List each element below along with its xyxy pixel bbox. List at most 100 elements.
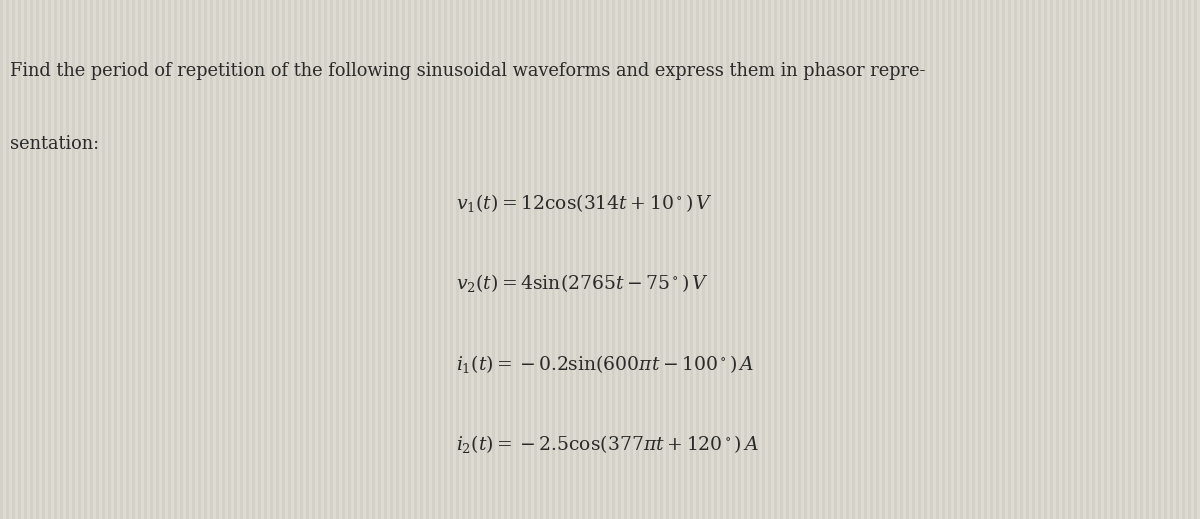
Bar <box>854 0 858 519</box>
Bar <box>784 0 786 519</box>
Bar <box>216 0 220 519</box>
Bar <box>966 0 970 519</box>
Bar <box>1154 0 1158 519</box>
Bar <box>900 0 902 519</box>
Bar <box>726 0 730 519</box>
Bar <box>256 0 258 519</box>
Bar <box>126 0 130 519</box>
Bar <box>994 0 996 519</box>
Bar <box>580 0 582 519</box>
Bar <box>198 0 202 519</box>
Bar <box>528 0 530 519</box>
Bar <box>582 0 586 519</box>
Bar <box>508 0 510 519</box>
Bar <box>34 0 36 519</box>
Bar <box>318 0 322 519</box>
Text: Find the period of repetition of the following sinusoidal waveforms and express : Find the period of repetition of the fol… <box>10 62 925 80</box>
Bar <box>658 0 660 519</box>
Bar <box>470 0 474 519</box>
Bar <box>1068 0 1072 519</box>
Bar <box>474 0 478 519</box>
Bar <box>114 0 118 519</box>
Bar <box>108 0 112 519</box>
Bar <box>442 0 444 519</box>
Bar <box>642 0 646 519</box>
Bar <box>1014 0 1018 519</box>
Bar <box>1002 0 1006 519</box>
Text: $v_1(t) = 12\cos(314t + 10^\circ)\,V$: $v_1(t) = 12\cos(314t + 10^\circ)\,V$ <box>456 192 713 214</box>
Bar <box>1042 0 1044 519</box>
Bar <box>796 0 798 519</box>
Bar <box>864 0 868 519</box>
Bar <box>496 0 498 519</box>
Bar <box>758 0 762 519</box>
Bar <box>266 0 270 519</box>
Bar <box>360 0 364 519</box>
Bar <box>54 0 58 519</box>
Bar <box>386 0 390 519</box>
Bar <box>870 0 874 519</box>
Bar <box>698 0 702 519</box>
Bar <box>270 0 274 519</box>
Bar <box>974 0 978 519</box>
Bar <box>602 0 606 519</box>
Text: $v_2(t) = 4\sin(2765t - 75^\circ)\,V$: $v_2(t) = 4\sin(2765t - 75^\circ)\,V$ <box>456 272 709 294</box>
Bar <box>162 0 166 519</box>
Bar <box>1078 0 1080 519</box>
Bar <box>822 0 826 519</box>
Bar <box>1050 0 1054 519</box>
Bar <box>876 0 880 519</box>
Text: $i_2(t) = -2.5\cos(377\pi t + 120^\circ)\,A$: $i_2(t) = -2.5\cos(377\pi t + 120^\circ)… <box>456 433 758 455</box>
Bar <box>654 0 658 519</box>
Bar <box>828 0 830 519</box>
Bar <box>954 0 958 519</box>
Bar <box>36 0 38 519</box>
Text: $i_1(t) = -0.2\sin(600\pi t - 100^\circ)\,A$: $i_1(t) = -0.2\sin(600\pi t - 100^\circ)… <box>456 353 755 375</box>
Bar <box>774 0 778 519</box>
Bar <box>134 0 138 519</box>
Bar <box>878 0 882 519</box>
Bar <box>672 0 674 519</box>
Bar <box>1022 0 1026 519</box>
Bar <box>502 0 504 519</box>
Bar <box>952 0 954 519</box>
Bar <box>598 0 600 519</box>
Bar <box>720 0 724 519</box>
Bar <box>648 0 650 519</box>
Bar <box>424 0 426 519</box>
Bar <box>982 0 984 519</box>
Bar <box>348 0 352 519</box>
Bar <box>244 0 246 519</box>
Bar <box>948 0 950 519</box>
Bar <box>322 0 324 519</box>
Bar <box>634 0 636 519</box>
Bar <box>1174 0 1176 519</box>
Bar <box>1198 0 1200 519</box>
Bar <box>990 0 994 519</box>
Bar <box>1134 0 1138 519</box>
Bar <box>10 0 12 519</box>
Bar <box>306 0 310 519</box>
Bar <box>94 0 96 519</box>
Bar <box>1104 0 1108 519</box>
Bar <box>454 0 456 519</box>
Bar <box>916 0 918 519</box>
Bar <box>1150 0 1152 519</box>
Bar <box>102 0 106 519</box>
Bar <box>480 0 482 519</box>
Bar <box>542 0 546 519</box>
Bar <box>834 0 838 519</box>
Bar <box>456 0 458 519</box>
Bar <box>490 0 492 519</box>
Bar <box>88 0 90 519</box>
Bar <box>48 0 50 519</box>
Bar <box>1066 0 1068 519</box>
Bar <box>768 0 770 519</box>
Bar <box>766 0 768 519</box>
Bar <box>1062 0 1066 519</box>
Bar <box>432 0 436 519</box>
Bar <box>960 0 962 519</box>
Bar <box>558 0 562 519</box>
Bar <box>1108 0 1110 519</box>
Bar <box>64 0 66 519</box>
